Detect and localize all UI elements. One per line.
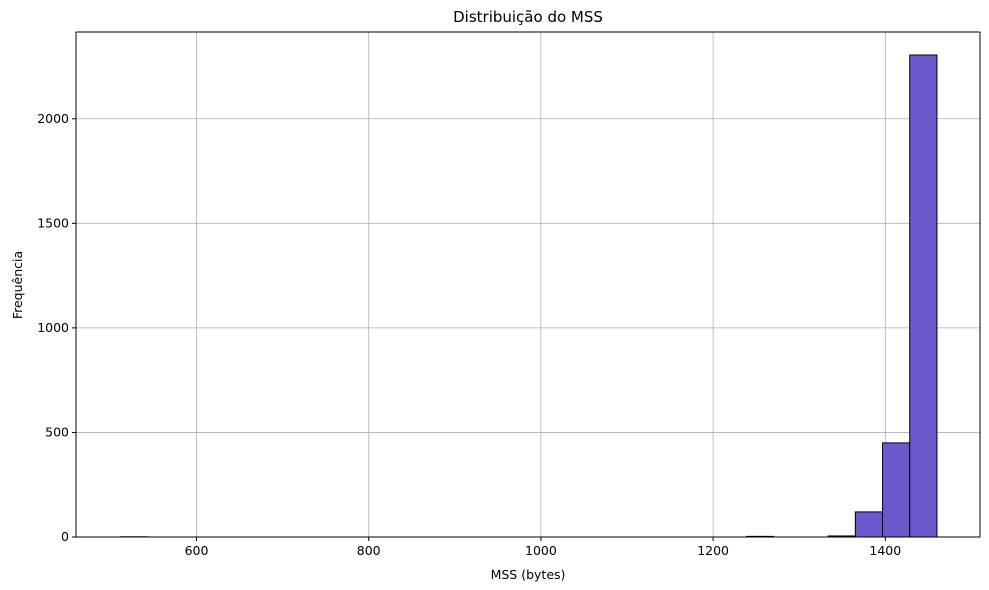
histogram-bars bbox=[120, 54, 938, 538]
x-tick-label: 1400 bbox=[869, 543, 901, 558]
y-tick-label: 1000 bbox=[37, 320, 69, 335]
chart-title: Distribuição do MSS bbox=[453, 8, 603, 26]
histogram-bar bbox=[854, 511, 884, 538]
y-tick-label: 500 bbox=[45, 424, 69, 439]
y-tick-label: 1500 bbox=[37, 215, 69, 230]
x-tick-label: 600 bbox=[185, 543, 209, 558]
y-tick-label: 0 bbox=[61, 529, 69, 544]
plot-area-frame bbox=[75, 31, 981, 538]
x-tick-label: 1200 bbox=[697, 543, 729, 558]
x-tick-label: 1000 bbox=[525, 543, 557, 558]
histogram-bar bbox=[882, 442, 911, 538]
x-tick-label: 800 bbox=[357, 543, 381, 558]
y-axis-label: Frequência bbox=[10, 251, 25, 319]
x-axis-label: MSS (bytes) bbox=[491, 567, 566, 582]
axis-ticks: 600 800 1000 1200 1400 0 500 1000 1500 2000 bbox=[37, 111, 901, 558]
y-tick-label: 2000 bbox=[37, 111, 69, 126]
histogram-bar bbox=[909, 54, 938, 538]
